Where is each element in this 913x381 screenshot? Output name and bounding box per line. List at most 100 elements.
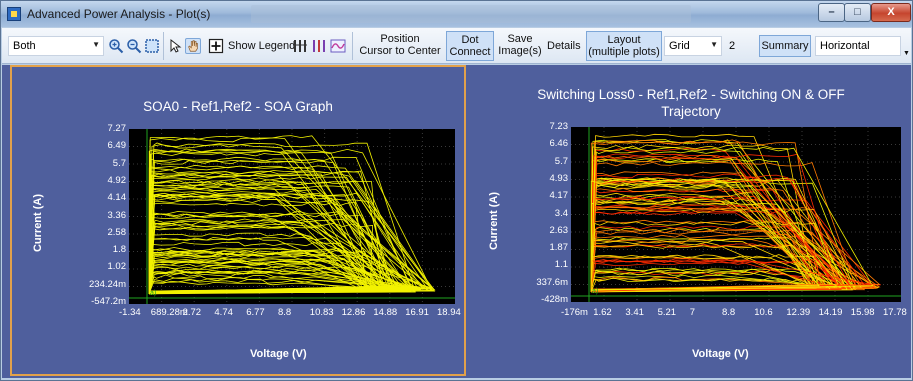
trajectory-trace bbox=[148, 187, 436, 295]
x-tick-label: 18.94 bbox=[437, 307, 461, 318]
trajectory-trace bbox=[148, 236, 394, 295]
trajectory-trace bbox=[590, 210, 854, 293]
summary-toggle[interactable]: Summary bbox=[759, 35, 811, 57]
y-tick-label: 2.58 bbox=[107, 226, 127, 238]
layout-multiple-plots-toggle[interactable]: Layout (multiple plots) bbox=[586, 31, 662, 61]
trajectory-trace bbox=[590, 161, 857, 293]
position-cursor-to-center-button[interactable]: Position Cursor to Center bbox=[358, 28, 442, 64]
y-tick-label: 4.14 bbox=[107, 192, 127, 204]
trajectory-trace bbox=[590, 243, 813, 293]
x-tick-label: 17.78 bbox=[883, 307, 907, 318]
trajectory-trace bbox=[590, 226, 831, 293]
show-legend-button[interactable]: Show Legend bbox=[228, 40, 296, 52]
switching-loss-plot-panel[interactable]: Switching Loss0 - Ref1,Ref2 - Switching … bbox=[472, 65, 910, 376]
minimize-button[interactable]: – bbox=[818, 3, 845, 22]
trajectory-trace bbox=[148, 218, 425, 295]
toolbar: Both ▼ Show bbox=[2, 28, 911, 64]
y-axis-label: Current (A) bbox=[32, 193, 44, 253]
trajectory-trace bbox=[590, 154, 881, 293]
trajectory-trace bbox=[590, 157, 817, 293]
trajectory-trace bbox=[590, 254, 842, 293]
switching-loss-plot-area[interactable]: a) bbox=[571, 127, 901, 302]
grid-count-field[interactable]: 2 bbox=[724, 36, 754, 56]
pointer-icon[interactable] bbox=[167, 38, 183, 54]
title-bar[interactable]: Advanced Power Analysis - Plot(s) – □ X bbox=[1, 1, 912, 27]
dot-connect-toggle[interactable]: Dot Connect bbox=[446, 31, 494, 61]
x-tick-label: 5.21 bbox=[657, 307, 677, 318]
orientation-select[interactable]: Horizontal bbox=[815, 36, 901, 56]
close-button[interactable]: X bbox=[871, 3, 911, 22]
maximize-button[interactable]: □ bbox=[844, 3, 871, 22]
source-select[interactable]: Both ▼ bbox=[8, 36, 104, 56]
zoom-fit-icon[interactable] bbox=[144, 38, 160, 54]
trajectory-trace bbox=[590, 259, 826, 293]
trajectory-trace bbox=[148, 196, 370, 295]
cursor-marker-label: a) bbox=[592, 288, 598, 295]
layout-label-1: Layout bbox=[607, 34, 641, 46]
trajectory-trace bbox=[148, 180, 433, 295]
trajectory-trace bbox=[590, 195, 857, 293]
trajectory-trace bbox=[148, 176, 418, 295]
soa-plot-area[interactable]: a) bbox=[129, 129, 455, 304]
position-cursor-label-2: Cursor to Center bbox=[359, 45, 441, 57]
x-tick-label: 4.74 bbox=[214, 307, 233, 318]
dot-connect-label-1: Dot bbox=[461, 34, 479, 46]
trajectory-trace bbox=[590, 238, 844, 293]
chevron-down-icon: ▼ bbox=[92, 40, 100, 49]
y-tick-label: 3.36 bbox=[107, 209, 127, 221]
trajectory-trace bbox=[590, 268, 838, 293]
save-images-button[interactable]: Save Image(s) bbox=[496, 28, 544, 64]
bars-icon[interactable] bbox=[292, 38, 308, 54]
trajectory-trace bbox=[590, 204, 846, 293]
x-tick-label: 689.28m bbox=[150, 307, 188, 318]
cursor-crosshair-icon[interactable] bbox=[208, 38, 224, 54]
x-tick-label: -176m bbox=[561, 307, 588, 318]
waveform-icon[interactable] bbox=[330, 38, 346, 54]
trajectory-trace bbox=[148, 256, 365, 295]
trajectory-trace bbox=[148, 224, 434, 295]
trajectory-trace bbox=[148, 215, 392, 295]
toolbar-separator bbox=[352, 32, 353, 60]
trajectory-trace bbox=[590, 182, 858, 293]
trajectory-trace bbox=[148, 264, 409, 295]
y-tick-label: 4.92 bbox=[107, 174, 127, 186]
trajectory-trace bbox=[590, 150, 837, 293]
trajectory-trace bbox=[590, 196, 875, 293]
soa-plot-panel[interactable]: SOA0 - Ref1,Ref2 - SOA Graph Current (A)… bbox=[10, 65, 466, 376]
trajectory-trace bbox=[590, 187, 845, 293]
cursor-marker-label: a) bbox=[150, 290, 156, 297]
trajectory-trace bbox=[590, 277, 811, 293]
x-tick-label: 14.19 bbox=[818, 307, 843, 318]
trajectory-trace bbox=[148, 201, 368, 295]
trajectory-trace bbox=[148, 164, 432, 295]
plot-title: SOA0 - Ref1,Ref2 - SOA Graph bbox=[143, 99, 333, 114]
zoom-in-icon[interactable] bbox=[108, 38, 124, 54]
trajectory-trace bbox=[148, 192, 420, 295]
trajectory-trace bbox=[148, 210, 434, 295]
grid-select[interactable]: Grid ▼ bbox=[664, 36, 722, 56]
y-tick-label: 2.63 bbox=[549, 224, 569, 236]
details-button[interactable]: Details bbox=[547, 40, 581, 52]
bars-purple-icon[interactable] bbox=[311, 38, 327, 54]
x-tick-label: -1.34 bbox=[119, 307, 141, 318]
y-tick-label: 1.8 bbox=[112, 244, 126, 256]
y-tick-label: 4.93 bbox=[549, 172, 569, 184]
save-images-label-2: Image(s) bbox=[498, 45, 542, 57]
hand-pan-toggle[interactable] bbox=[185, 38, 201, 54]
y-tick-label: 337.6m bbox=[536, 276, 568, 288]
x-tick-label: 15.98 bbox=[850, 307, 875, 318]
trajectory-trace bbox=[590, 221, 839, 293]
toolbar-overflow-icon[interactable]: ▼ bbox=[903, 50, 910, 57]
y-tick-label: 234.24m bbox=[89, 278, 126, 290]
trajectory-trace bbox=[148, 142, 416, 295]
trajectory-trace bbox=[148, 151, 397, 295]
trajectory-trace bbox=[590, 155, 842, 293]
zoom-out-icon[interactable] bbox=[126, 38, 142, 54]
trajectory-trace bbox=[148, 232, 375, 295]
x-axis-label: Voltage (V) bbox=[250, 348, 307, 360]
trajectory-trace bbox=[148, 220, 386, 295]
trajectory-trace bbox=[590, 219, 877, 293]
y-tick-label: -428m bbox=[541, 294, 568, 305]
trajectory-trace bbox=[148, 272, 436, 295]
trajectory-trace bbox=[590, 270, 817, 293]
